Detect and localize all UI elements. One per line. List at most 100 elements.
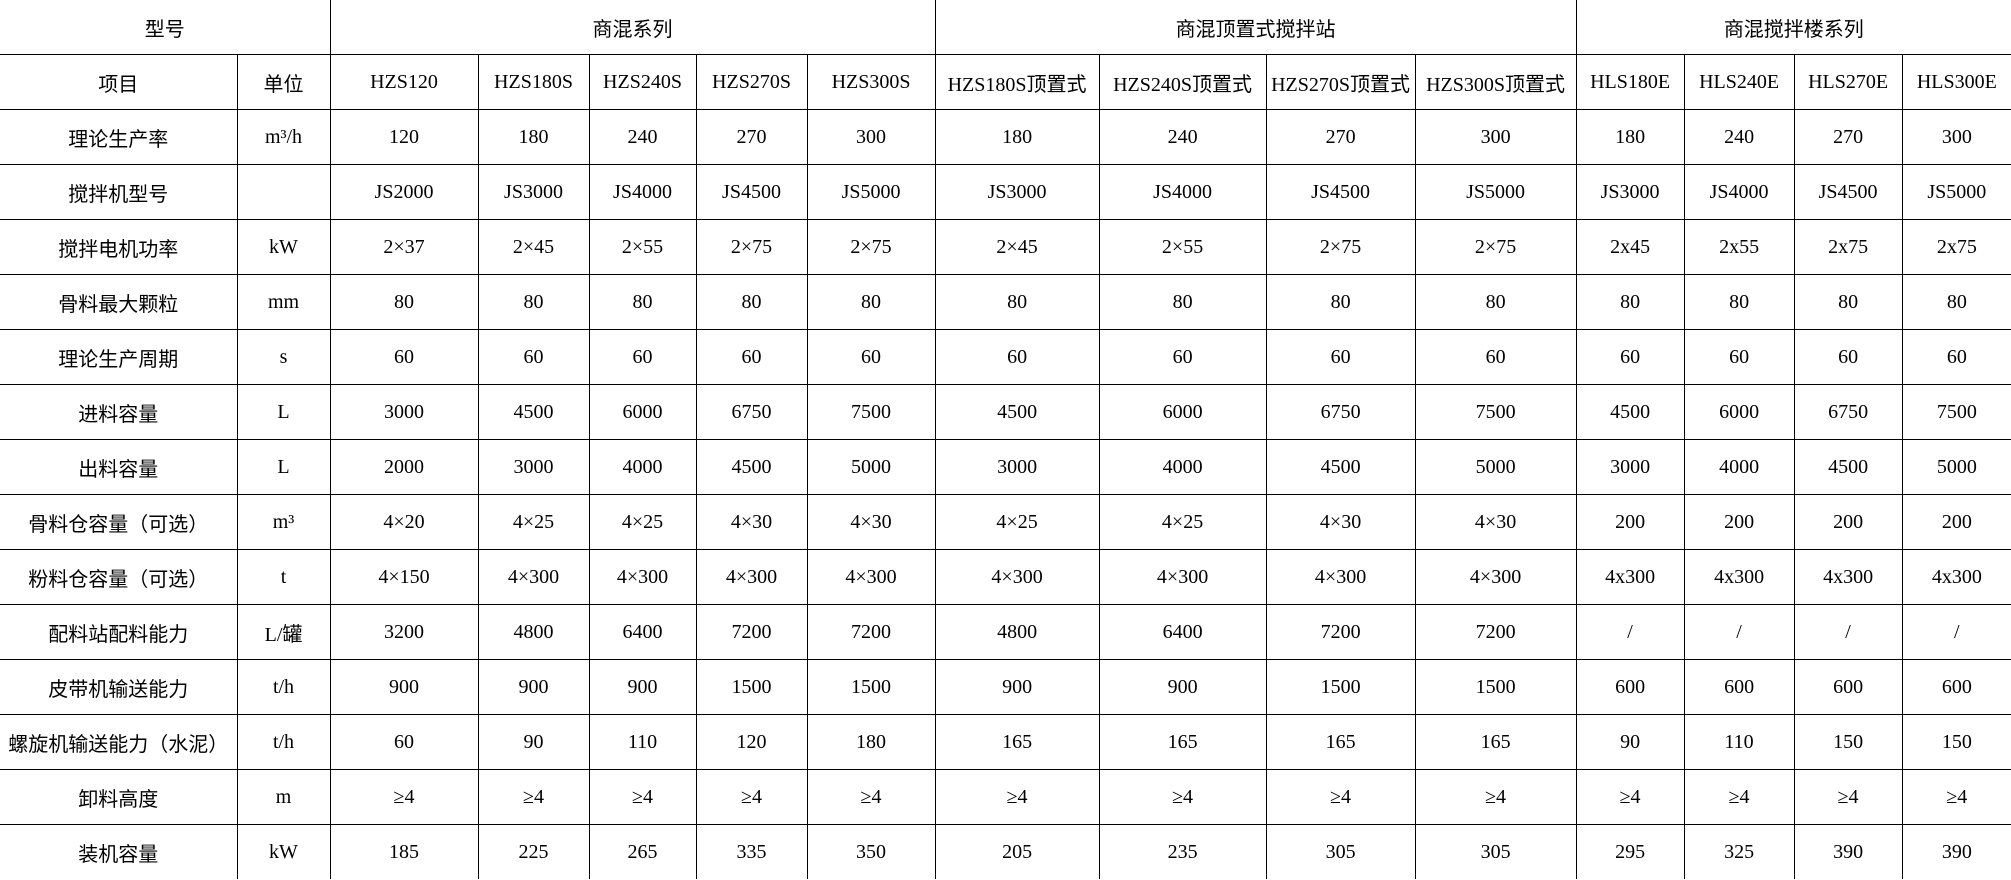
table-cell: 4×30 [695,494,808,550]
table-cell: 6750 [1793,384,1903,440]
row-item: 粉料仓容量（可选） [0,549,238,605]
table-cell: 60 [1683,329,1795,385]
table-cell: 2x75 [1901,219,2011,275]
table-cell: 900 [1098,659,1267,715]
table-cell: 6750 [695,384,808,440]
table-cell: 7500 [1901,384,2011,440]
table-cell: 185 [329,824,479,879]
table-cell: JS4500 [1793,164,1903,220]
table-cell: 1500 [806,659,936,715]
row-unit: L [236,439,331,495]
table-cell: 60 [1901,329,2011,385]
table-cell: JS4500 [1265,164,1416,220]
table-cell: 80 [1901,274,2011,330]
series-group-header: 商混系列 [329,0,936,55]
table-cell: 90 [1575,714,1685,770]
table-row: 皮带机输送能力 t/h 900 900 900 1500 1500 900 900 1500 150… [0,659,2011,715]
series-group-header: 商混搅拌楼系列 [1575,0,2011,55]
table-cell: 4x300 [1901,549,2011,605]
table-cell: JS5000 [1901,164,2011,220]
table-cell: 300 [1414,109,1577,165]
model-header: HZS240S顶置式 [1098,54,1267,110]
model-header: HLS180E [1575,54,1685,110]
table-cell: 1500 [695,659,808,715]
subheader-row: 项目 单位 HZS120 HZS180S HZS240S HZS270S HZS300S HZ… [0,54,2011,110]
model-header: HZS180S顶置式 [934,54,1100,110]
table-row: 粉料仓容量（可选） t 4×150 4×300 4×300 4×300 4×300 4×300… [0,549,2011,605]
row-unit: t/h [236,659,331,715]
table-cell: 240 [1098,109,1267,165]
table-cell: ≥4 [1414,769,1577,825]
table-cell: 270 [1793,109,1903,165]
table-cell: 4×300 [1098,549,1267,605]
table-cell: 6750 [1265,384,1416,440]
table-cell: 4×30 [806,494,936,550]
table-cell: / [1683,604,1795,660]
model-header: HZS300S [806,54,936,110]
table-cell: JS3000 [1575,164,1685,220]
table-cell: 2×75 [695,219,808,275]
row-unit: t/h [236,714,331,770]
table-cell: 80 [1265,274,1416,330]
table-cell: 2×45 [934,219,1100,275]
table-cell: 180 [477,109,590,165]
table-cell: 7200 [1414,604,1577,660]
table-cell: 2×75 [1414,219,1577,275]
row-item: 理论生产周期 [0,329,238,385]
table-cell: 200 [1901,494,2011,550]
model-header: HLS300E [1901,54,2011,110]
table-row: 理论生产周期 s 60 60 60 60 60 60 60 60 60 60 60 60 60 [0,329,2011,385]
table-cell: 80 [934,274,1100,330]
table-cell: 2×45 [477,219,590,275]
table-cell: 1500 [1265,659,1416,715]
table-cell: 2×37 [329,219,479,275]
table-cell: 350 [806,824,936,879]
table-cell: ≥4 [588,769,697,825]
row-item: 出料容量 [0,439,238,495]
table-cell: 4×300 [477,549,590,605]
table-cell: 60 [934,329,1100,385]
table-cell: 4×300 [695,549,808,605]
row-item: 配料站配料能力 [0,604,238,660]
model-header: HZS120 [329,54,479,110]
row-item: 进料容量 [0,384,238,440]
row-item: 卸料高度 [0,769,238,825]
table-cell: 60 [695,329,808,385]
row-unit: mm [236,274,331,330]
model-header: HZS270S顶置式 [1265,54,1416,110]
table-cell: 6000 [1098,384,1267,440]
table-cell: 4×300 [1414,549,1577,605]
row-unit: kW [236,219,331,275]
table-cell: 390 [1901,824,2011,879]
unit-label: 单位 [236,54,331,110]
table-cell: JS5000 [1414,164,1577,220]
table-cell: 2x55 [1683,219,1795,275]
row-item: 装机容量 [0,824,238,879]
item-label: 项目 [0,54,238,110]
table-cell: 5000 [1901,439,2011,495]
table-cell: 5000 [1414,439,1577,495]
table-cell: 4×25 [934,494,1100,550]
row-item: 骨料仓容量（可选） [0,494,238,550]
table-cell: 205 [934,824,1100,879]
table-cell: 7500 [1414,384,1577,440]
table-row: 搅拌机型号 JS2000 JS3000 JS4000 JS4500 JS5000 JS300… [0,164,2011,220]
row-unit: s [236,329,331,385]
table-cell: 5000 [806,439,936,495]
table-cell: 4500 [477,384,590,440]
table-cell: 60 [1414,329,1577,385]
table-cell: 80 [1575,274,1685,330]
table-cell: 60 [329,714,479,770]
table-cell: 80 [329,274,479,330]
table-row: 进料容量 L 3000 4500 6000 6750 7500 4500 6000 6750 750… [0,384,2011,440]
table-cell: 4500 [695,439,808,495]
table-cell: 600 [1683,659,1795,715]
table-cell: 4×300 [588,549,697,605]
model-header: HZS270S [695,54,808,110]
model-label: 型号 [0,0,331,55]
model-header: HLS240E [1683,54,1795,110]
table-cell: 80 [1793,274,1903,330]
table-cell: JS3000 [934,164,1100,220]
table-cell: 7200 [1265,604,1416,660]
